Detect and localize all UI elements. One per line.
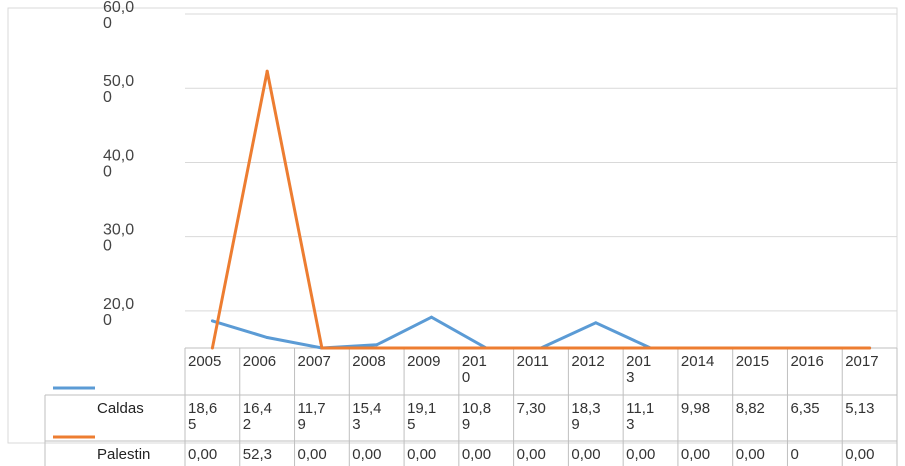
x-tick-label: 2009 [407,353,440,370]
x-tick-label: 3 [626,369,634,386]
y-tick-label: 0 [103,238,112,255]
data-point-palestina [868,346,872,350]
data-label: 8,82 [736,400,765,417]
data-point-caldas [210,319,214,323]
x-tick-label: 2007 [298,353,331,370]
data-point-caldas [594,321,598,325]
data-label: 0,00 [298,446,327,463]
data-label: 0,00 [626,446,655,463]
y-tick-label: 50,0 [103,73,134,90]
data-label: 9 [462,416,470,433]
y-tick-label: 0 [103,163,112,180]
chart-border [7,7,898,444]
data-label: 9 [298,416,306,433]
y-tick-label: 0 [103,15,112,32]
data-point-palestina [320,346,324,350]
data-label: 2 [243,416,251,433]
data-point-palestina [758,346,762,350]
data-label: 19,1 [407,400,436,417]
data-point-caldas [429,315,433,319]
data-point-palestina [429,346,433,350]
data-point-palestina [265,69,269,73]
data-label: 0 [790,446,798,463]
x-tick-label: 2016 [790,353,823,370]
x-tick-label: 2015 [736,353,769,370]
data-label: 10,8 [462,400,491,417]
data-label: 52,3 [243,446,272,463]
data-label: 7,30 [517,400,546,417]
data-label: 0,00 [736,446,765,463]
data-point-caldas [375,343,379,347]
data-label: 0,00 [462,446,491,463]
x-tick-label: 2006 [243,353,276,370]
y-tick-label: 40,0 [103,147,134,164]
data-label: 9,98 [681,400,710,417]
y-tick-label: 30,0 [103,222,134,239]
x-tick-label: 2017 [845,353,878,370]
data-point-palestina [813,346,817,350]
x-tick-label: 201 [462,353,487,370]
data-point-palestina [594,346,598,350]
gridlines [185,13,897,312]
x-tick-label: 2014 [681,353,714,370]
x-tick-label: 0 [462,369,470,386]
data-label: 5,13 [845,400,874,417]
x-tick-label: 2012 [571,353,604,370]
legend-label-palestina: Palestin [97,446,150,463]
data-label: 6,35 [790,400,819,417]
data-label: 0,00 [681,446,710,463]
data-label: 3 [626,416,634,433]
data-label: 18,6 [188,400,217,417]
legend-label-caldas: Caldas [97,400,144,417]
y-tick-label: 20,0 [103,296,134,313]
data-label: 3 [352,416,360,433]
data-label: 11,7 [298,400,326,417]
data-label: 5 [188,416,196,433]
data-label: 18,3 [571,400,600,417]
data-label: 9 [571,416,579,433]
data-point-caldas [265,335,269,339]
x-tick-label: 2008 [352,353,385,370]
data-point-palestina [703,346,707,350]
data-point-palestina [375,346,379,350]
data-point-palestina [484,346,488,350]
x-tick-label: 2005 [188,353,221,370]
data-label: 0,00 [571,446,600,463]
data-label: 0,00 [517,446,546,463]
x-tick-label: 2011 [517,353,549,370]
data-point-palestina [210,346,214,350]
data-label: 11,1 [626,400,654,417]
y-tick-label: 60,0 [103,0,134,16]
data-label: 5 [407,416,415,433]
series-lines [210,69,872,350]
y-tick-label: 0 [103,312,112,329]
data-label: 0,00 [352,446,381,463]
data-label: 0,00 [845,446,874,463]
x-tick-label: 201 [626,353,651,370]
data-point-palestina [539,346,543,350]
y-tick-label: 0 [103,89,112,106]
data-label: 16,4 [243,400,272,417]
data-point-palestina [649,346,653,350]
data-label: 0,00 [407,446,436,463]
data-label: 0,00 [188,446,217,463]
data-label: 15,4 [352,400,381,417]
